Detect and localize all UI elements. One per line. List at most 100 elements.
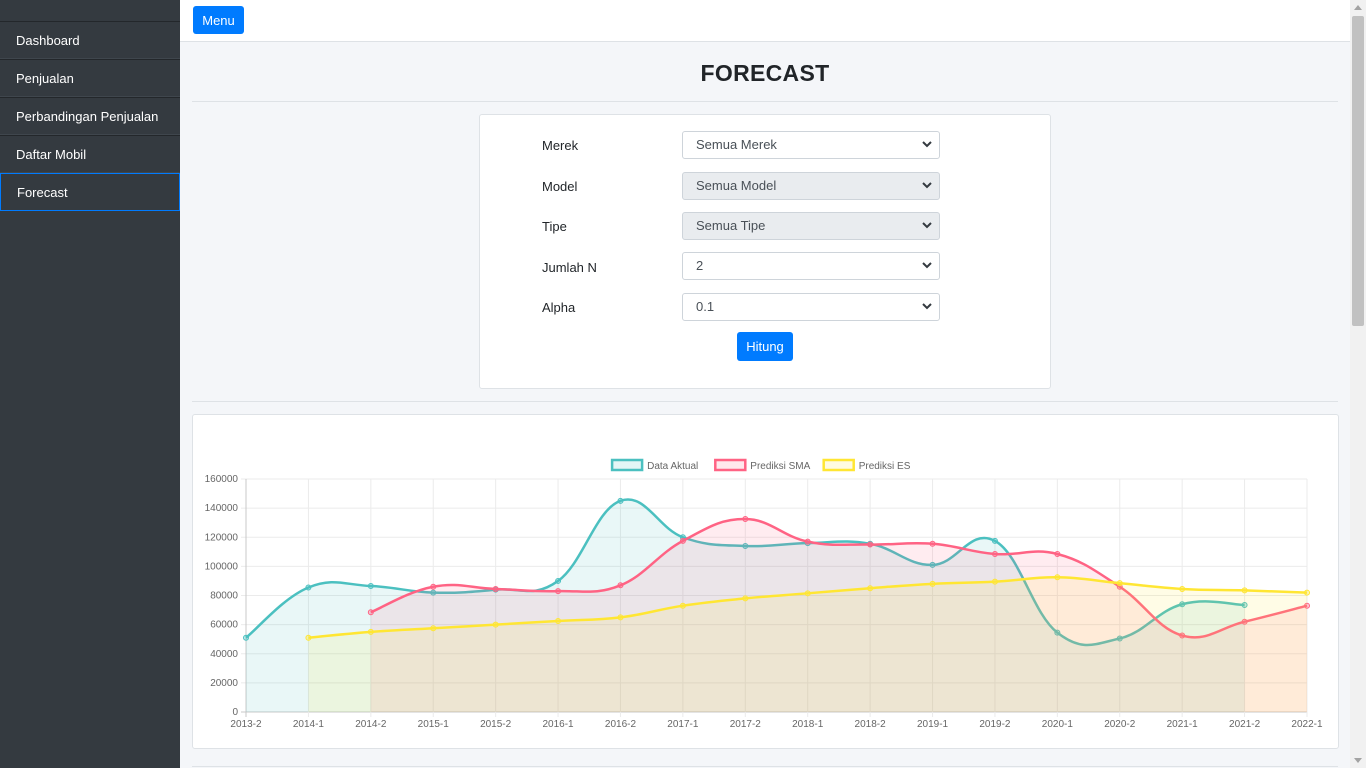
tipe-select[interactable]: Semua Tipe: [682, 212, 940, 240]
data-point: [929, 561, 936, 568]
series-area-2: [308, 577, 1308, 712]
y-tick-label: 140000: [205, 503, 239, 514]
x-tick-label: 2017-2: [730, 719, 762, 730]
x-tick-label: 2019-2: [979, 719, 1011, 730]
data-point: [679, 602, 686, 609]
data-point: [555, 577, 562, 584]
data-point: [617, 497, 624, 504]
legend-swatch: [714, 458, 747, 472]
data-point: [367, 628, 374, 635]
data-point: [1179, 585, 1186, 592]
x-tick-label: 2020-1: [1042, 719, 1074, 730]
data-point: [742, 516, 749, 523]
data-point: [991, 537, 998, 544]
x-tick-label: 2014-2: [355, 719, 387, 730]
data-point: [742, 595, 749, 602]
series-line-1: [370, 517, 1308, 639]
x-tick-label: 2015-2: [480, 719, 512, 730]
data-point: [991, 578, 998, 585]
series-area-0: [246, 499, 1245, 712]
data-point: [991, 550, 998, 557]
data-point: [430, 625, 437, 632]
chevron-down-icon: [922, 262, 932, 269]
model-select[interactable]: Semua Model: [682, 172, 940, 200]
alpha-select-value: 0.1: [696, 299, 715, 314]
sidebar-item-penjualan[interactable]: Penjualan: [0, 59, 180, 97]
sidebar-item-daftar-mobil[interactable]: Daftar Mobil: [0, 135, 180, 173]
data-point: [929, 540, 936, 547]
title-divider: [192, 101, 1338, 102]
data-point: [492, 621, 499, 628]
scrollbar-thumb[interactable]: [1352, 16, 1364, 326]
data-point: [742, 542, 749, 549]
merek-select[interactable]: Semua Merek: [682, 131, 940, 159]
data-point: [1054, 629, 1061, 636]
y-tick-label: 100000: [205, 561, 239, 572]
x-tick-label: 2018-2: [855, 719, 887, 730]
x-tick-label: 2018-1: [792, 719, 824, 730]
tipe-select-value: Semua Tipe: [696, 218, 766, 233]
merek-select-value: Semua Merek: [696, 137, 777, 152]
data-point: [804, 590, 811, 597]
sidebar-item-forecast[interactable]: Forecast: [0, 173, 180, 211]
data-point: [1054, 550, 1061, 557]
legend-label: Prediksi SMA: [750, 461, 810, 472]
data-point: [430, 589, 437, 596]
hitung-button[interactable]: Hitung: [737, 332, 793, 361]
scroll-up-arrow-icon[interactable]: [1354, 5, 1362, 10]
data-point: [1304, 589, 1310, 596]
x-tick-label: 2016-1: [542, 719, 574, 730]
data-point: [1116, 580, 1123, 587]
jumlah-n-select[interactable]: 2: [682, 252, 940, 280]
y-tick-label: 20000: [210, 678, 238, 689]
data-point: [1304, 602, 1310, 609]
bottom-divider: [192, 766, 1338, 767]
x-tick-label: 2021-1: [1167, 719, 1199, 730]
data-point: [804, 538, 811, 545]
data-point: [1241, 618, 1248, 625]
page-scrollbar[interactable]: [1350, 0, 1366, 768]
legend-swatch: [610, 458, 644, 472]
x-tick-label: 2017-1: [667, 719, 699, 730]
jumlah-n-select-value: 2: [696, 258, 704, 273]
data-point: [243, 634, 249, 641]
x-tick-label: 2014-1: [293, 719, 325, 730]
data-point: [555, 588, 562, 595]
menu-button[interactable]: Menu: [193, 6, 244, 34]
sidebar-item-perbandingan-penjualan[interactable]: Perbandingan Penjualan: [0, 97, 180, 135]
sidebar-item-dashboard[interactable]: Dashboard: [0, 21, 180, 59]
y-tick-label: 160000: [205, 474, 239, 485]
data-point: [367, 583, 374, 590]
scroll-down-arrow-icon[interactable]: [1354, 758, 1362, 763]
x-tick-label: 2013-2: [230, 719, 262, 730]
sidebar-nav: Dashboard Penjualan Perbandingan Penjual…: [0, 21, 180, 211]
data-point: [367, 609, 374, 616]
alpha-label: Alpha: [542, 300, 576, 315]
model-select-value: Semua Model: [696, 178, 777, 193]
chevron-down-icon: [922, 182, 932, 189]
alpha-select[interactable]: 0.1: [682, 293, 940, 321]
top-navbar: Menu: [180, 0, 1350, 42]
data-point: [1116, 635, 1123, 642]
data-point: [1054, 574, 1061, 581]
data-point: [1179, 601, 1186, 608]
x-tick-label: 2016-2: [605, 719, 637, 730]
data-point: [555, 617, 562, 624]
form-divider: [192, 401, 1338, 402]
model-label: Model: [542, 179, 578, 194]
data-point: [492, 585, 499, 592]
chevron-down-icon: [922, 222, 932, 229]
x-tick-label: 2015-1: [418, 719, 450, 730]
data-point: [1241, 587, 1248, 594]
y-tick-label: 80000: [210, 591, 238, 602]
data-point: [617, 582, 624, 589]
y-tick-label: 60000: [210, 620, 238, 631]
data-point: [617, 614, 624, 621]
data-point: [305, 584, 312, 591]
y-tick-label: 0: [232, 707, 238, 718]
data-point: [679, 537, 686, 544]
forecast-chart-card: 0 20000 40000 60000 80000 100000 120000 140000 1…: [192, 414, 1339, 749]
data-point: [430, 583, 437, 590]
data-point: [867, 541, 874, 548]
tipe-label: Tipe: [542, 219, 567, 234]
